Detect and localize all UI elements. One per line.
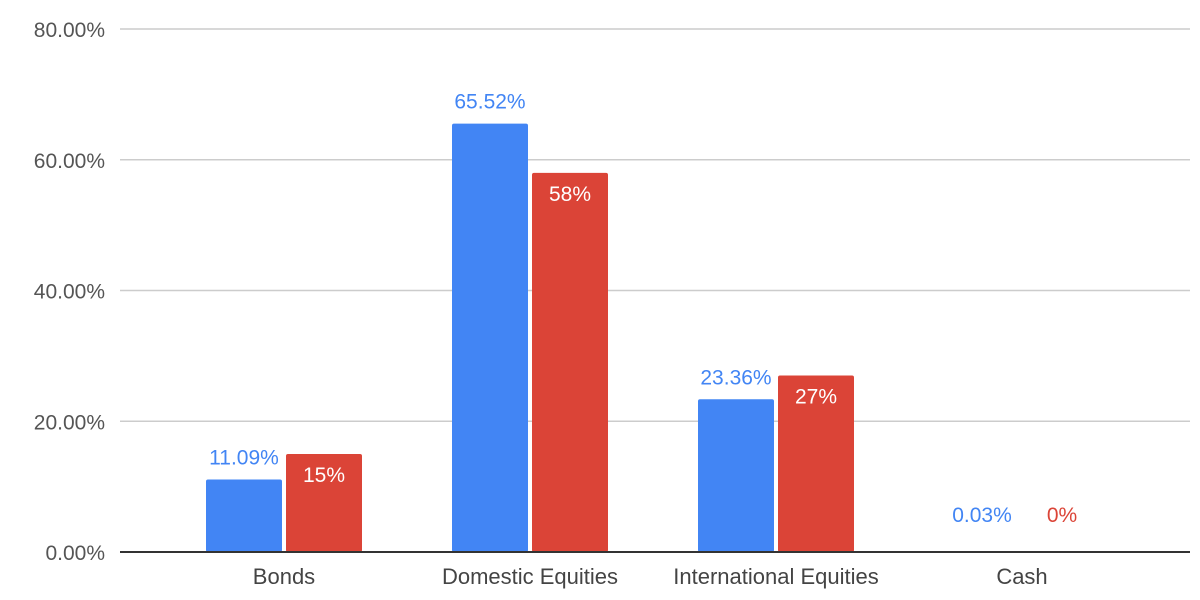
- axes: 0.00% 20.00% 40.00% 60.00% 80.00% Bonds Domest…: [34, 19, 1190, 589]
- data-label: 11.09%: [209, 446, 279, 469]
- gridlines: [120, 28, 1190, 422]
- bar: [286, 453, 362, 552]
- bar: [206, 479, 282, 552]
- y-tick-label: 80.00%: [34, 19, 105, 42]
- y-tick-label: 60.00%: [34, 150, 105, 173]
- data-label: 27%: [795, 385, 837, 408]
- data-label: 15%: [303, 464, 345, 487]
- bar: [778, 375, 854, 552]
- data-label: 23.36%: [700, 366, 771, 389]
- x-category-label: Cash: [996, 564, 1047, 589]
- data-label: 58%: [549, 183, 591, 206]
- bar: [532, 172, 608, 552]
- y-tick-label: 0.00%: [45, 542, 105, 565]
- bar: [698, 399, 774, 552]
- data-label: 0.03%: [952, 504, 1012, 527]
- x-category-label: International Equities: [673, 564, 878, 589]
- y-tick-label: 40.00%: [34, 281, 105, 304]
- y-tick-label: 20.00%: [34, 411, 105, 434]
- x-category-label: Domestic Equities: [442, 564, 618, 589]
- bar: [452, 123, 528, 553]
- data-labels: 11.09% 15% 65.52% 58% 23.36% 27% 0.03% 0%: [209, 91, 1077, 527]
- bars: [206, 123, 854, 553]
- data-label: 0%: [1047, 504, 1077, 527]
- x-category-label: Bonds: [253, 564, 315, 589]
- data-label: 65.52%: [454, 91, 525, 114]
